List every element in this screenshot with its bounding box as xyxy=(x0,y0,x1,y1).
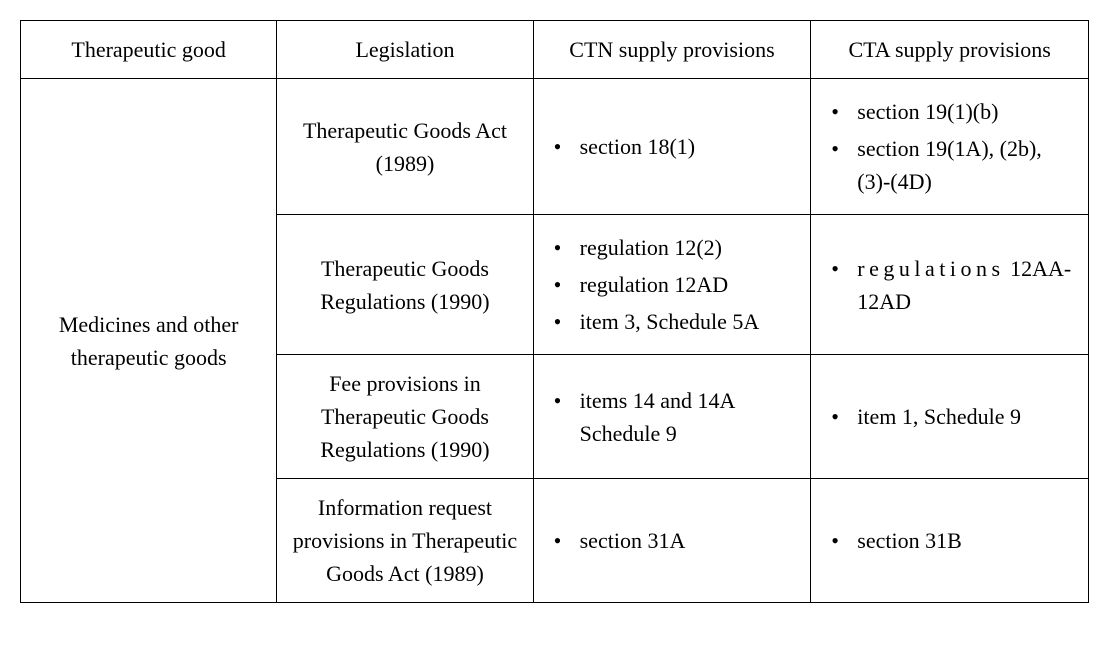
rowgroup-therapeutic-good: Medicines and other therapeutic goods xyxy=(21,79,277,603)
ctn-item: section 31A xyxy=(554,524,801,557)
cta-cell: section 31B xyxy=(811,479,1089,603)
cta-item: section 31B xyxy=(831,524,1078,557)
cta-item: section 19(1)(b) xyxy=(831,95,1078,128)
legislation-cell: Fee provisions in Therapeutic Goods Regu… xyxy=(277,355,533,479)
cta-cell: section 19(1)(b) section 19(1A), (2b), (… xyxy=(811,79,1089,215)
col-header-cta: CTA supply provisions xyxy=(811,21,1089,79)
ctn-cell: items 14 and 14A Schedule 9 xyxy=(533,355,811,479)
ctn-cell: section 18(1) xyxy=(533,79,811,215)
legislation-cell: Information request provisions in Therap… xyxy=(277,479,533,603)
provisions-table: Therapeutic good Legislation CTN supply … xyxy=(20,20,1089,603)
ctn-cell: section 31A xyxy=(533,479,811,603)
col-header-therapeutic-good: Therapeutic good xyxy=(21,21,277,79)
ctn-item: items 14 and 14A Schedule 9 xyxy=(554,384,801,450)
cta-item-spaced: regulations xyxy=(857,256,1004,281)
cta-cell: item 1, Schedule 9 xyxy=(811,355,1089,479)
cta-item: item 1, Schedule 9 xyxy=(831,400,1078,433)
cta-cell: regulations 12AA-12AD xyxy=(811,215,1089,355)
legislation-cell: Therapeutic Goods Regulations (1990) xyxy=(277,215,533,355)
ctn-item: section 18(1) xyxy=(554,130,801,163)
ctn-item: regulation 12AD xyxy=(554,268,801,301)
ctn-item: regulation 12(2) xyxy=(554,231,801,264)
col-header-ctn: CTN supply provisions xyxy=(533,21,811,79)
ctn-cell: regulation 12(2) regulation 12AD item 3,… xyxy=(533,215,811,355)
table-header-row: Therapeutic good Legislation CTN supply … xyxy=(21,21,1089,79)
ctn-item: item 3, Schedule 5A xyxy=(554,305,801,338)
legislation-cell: Therapeutic Goods Act (1989) xyxy=(277,79,533,215)
cta-item: section 19(1A), (2b), (3)-(4D) xyxy=(831,132,1078,198)
table-row: Medicines and other therapeutic goods Th… xyxy=(21,79,1089,215)
cta-item: regulations 12AA-12AD xyxy=(831,252,1078,318)
col-header-legislation: Legislation xyxy=(277,21,533,79)
